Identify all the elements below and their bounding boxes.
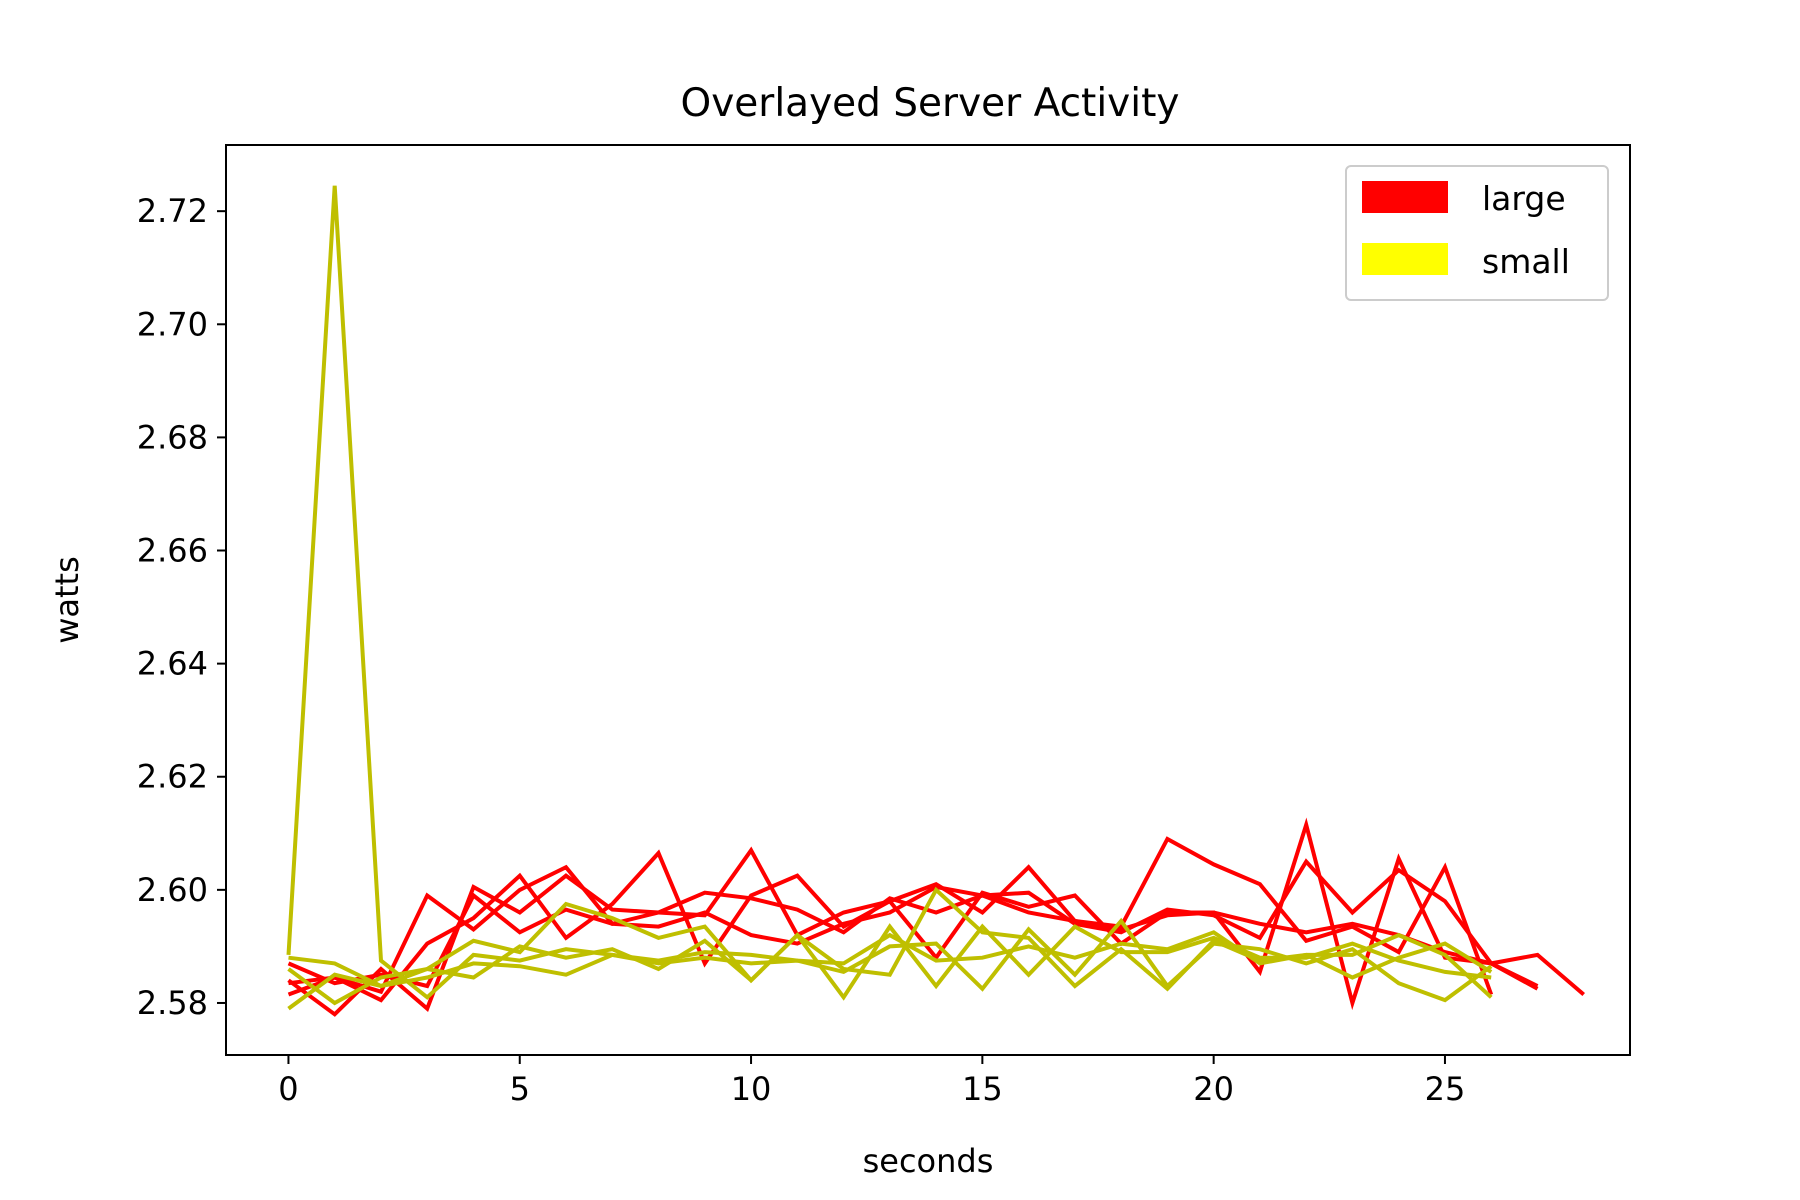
- legend-swatch-small: [1362, 243, 1448, 275]
- legend-swatch-large: [1362, 181, 1448, 213]
- x-tick-label: 10: [731, 1070, 772, 1108]
- y-tick-label: 2.58: [137, 984, 208, 1022]
- y-tick-label: 2.68: [137, 418, 208, 456]
- x-tick-label: 20: [1193, 1070, 1234, 1108]
- series-line-small-8: [288, 917, 1493, 1003]
- x-tick-label: 15: [962, 1070, 1003, 1108]
- x-tick-label: 5: [510, 1070, 530, 1108]
- legend-label-large: large: [1482, 179, 1566, 218]
- x-tick-label: 0: [278, 1070, 298, 1108]
- legend-label-small: small: [1482, 242, 1570, 281]
- x-axis-ticks: 0 5 10 15 20 25: [278, 1055, 1465, 1108]
- series-line-large-3: [287, 836, 1494, 1003]
- y-tick-label: 2.62: [137, 758, 208, 796]
- axes-frame: [225, 144, 1631, 1056]
- plot-area: [286, 185, 1586, 1017]
- y-tick-label: 2.72: [137, 192, 208, 230]
- series-line-large-4: [287, 858, 1539, 991]
- x-tick-label: 25: [1425, 1070, 1466, 1108]
- y-axis-label: watts: [48, 556, 86, 644]
- legend: large small: [1345, 165, 1609, 301]
- y-tick-label: 2.64: [137, 645, 208, 683]
- y-tick-label: 2.66: [137, 532, 208, 570]
- y-tick-label: 2.70: [137, 305, 208, 343]
- chart-title: Overlayed Server Activity: [681, 81, 1180, 126]
- x-axis-label: seconds: [863, 1142, 994, 1180]
- y-axis-ticks: 2.58 2.60 2.62 2.64 2.66 2.68 2.70 2.72: [137, 192, 226, 1022]
- y-tick-label: 2.60: [137, 871, 208, 909]
